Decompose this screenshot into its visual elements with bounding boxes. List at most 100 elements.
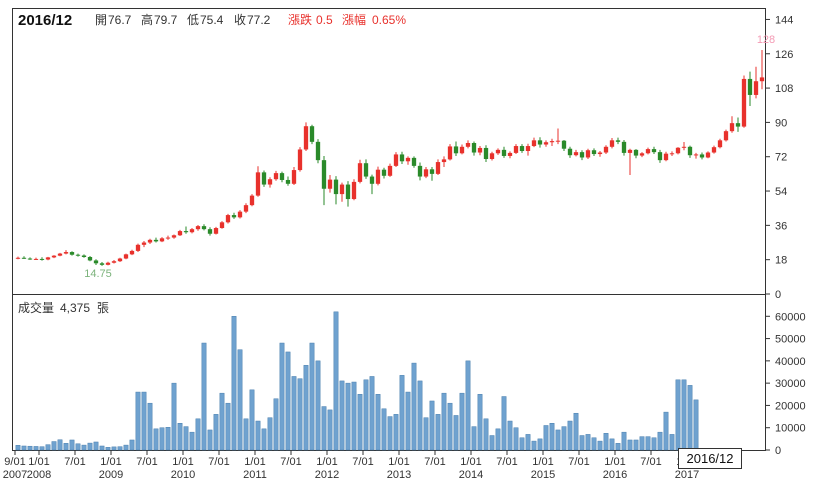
candle-body (39, 258, 45, 260)
x-tick-label: 7/01 (136, 456, 157, 468)
volume-bar (501, 396, 507, 451)
candle-body (75, 254, 81, 256)
candle-body (219, 222, 225, 229)
candle-body (615, 140, 621, 142)
volume-bar (309, 342, 315, 451)
volume-bar (141, 391, 147, 451)
volume-bar (105, 447, 111, 451)
volume-bar (201, 342, 207, 451)
pct-value: 0.65% (372, 13, 406, 27)
volume-bar (585, 434, 591, 451)
change-label: 漲跌 (288, 12, 312, 27)
volume-bar (411, 362, 417, 451)
candle-body (261, 172, 267, 185)
candle-body (519, 146, 525, 151)
volume-bar (525, 434, 531, 451)
volume-bar (333, 311, 339, 451)
candle-body (375, 169, 381, 184)
volume-bar (483, 418, 489, 451)
pct-label: 漲幅 (342, 12, 366, 27)
candle-body (399, 154, 405, 162)
volume-bar (327, 409, 333, 451)
volume-unit: 張 (97, 301, 109, 315)
candle-body (171, 235, 177, 238)
candle-body (753, 81, 759, 95)
candle-body (489, 153, 495, 160)
close-label: 收 (234, 13, 246, 27)
x-tick-label: 7/01 (568, 456, 589, 468)
volume-bar (27, 445, 33, 451)
candle-body (333, 179, 339, 195)
volume-bar (471, 426, 477, 451)
candle-body (705, 152, 711, 158)
volume-bar (435, 414, 441, 451)
volume-bar (15, 445, 21, 451)
candle-body (225, 215, 231, 223)
candle-body (243, 205, 249, 212)
candle-body (729, 123, 735, 132)
candle-body (93, 260, 99, 264)
volume-y-axis: 60000 50000 40000 30000 20000 10000 0 (765, 311, 806, 457)
volume-bar (429, 400, 435, 451)
volume-tick-label: 50000 (775, 334, 806, 346)
candle-body (177, 231, 183, 236)
x-tick-label: 7/01 (424, 456, 445, 468)
candle-body (105, 262, 111, 265)
price-tick-label: 0 (775, 289, 781, 301)
high-annotation: 128 (757, 34, 775, 46)
volume-tick-label: 30000 (775, 378, 806, 390)
price-tick-label: 90 (775, 117, 787, 129)
volume-bar (267, 417, 273, 451)
candle-body (759, 77, 765, 82)
volume-bar (603, 433, 609, 451)
candle-body (57, 253, 63, 256)
price-tick-label: 18 (775, 255, 787, 267)
candle-body (381, 169, 387, 176)
candle-body (477, 147, 483, 153)
volume-bar (627, 439, 633, 451)
candle-body (123, 254, 129, 259)
candle-body (201, 226, 207, 230)
candle-body (417, 165, 423, 177)
candle-body (585, 150, 591, 158)
candle-body (315, 141, 321, 161)
volume-bar (315, 360, 321, 451)
volume-bar (321, 406, 327, 451)
volume-bar (645, 436, 651, 451)
volume-bar (99, 445, 105, 451)
candle-body (351, 181, 357, 200)
x-year-label: 2010 (171, 469, 195, 481)
candle-body (291, 170, 297, 184)
volume-bar (81, 444, 87, 451)
candle-body (555, 140, 561, 142)
volume-bar (111, 446, 117, 451)
price-tick-label: 144 (775, 14, 793, 26)
x-tick-label: 7/01 (280, 456, 301, 468)
volume-bar (273, 398, 279, 451)
x-tick-label: 1/01 (532, 456, 553, 468)
candle-body (735, 123, 741, 127)
volume-bar (615, 443, 621, 451)
volume-bar (171, 382, 177, 451)
volume-bar (375, 394, 381, 451)
candle-body (345, 184, 351, 200)
candle-body (279, 173, 285, 180)
candle-body (549, 141, 555, 143)
candle-body (675, 147, 681, 154)
high-label: 高 (141, 12, 153, 27)
volume-tick-label: 40000 (775, 356, 806, 368)
x-axis: 9/01 1/01 7/01 1/01 7/01 1/01 7/01 1/01 7/01 1/01… (3, 450, 734, 481)
volume-bar (663, 411, 669, 451)
candle-body (231, 215, 237, 218)
volume-bar (591, 437, 597, 451)
volume-bar (423, 417, 429, 451)
candle-body (63, 252, 69, 254)
volume-bar (51, 441, 57, 451)
candle-body (159, 238, 165, 242)
change-value: 0.5 (316, 13, 333, 27)
candle-body (195, 226, 201, 230)
candle-body (699, 154, 705, 158)
candle-body (717, 140, 723, 148)
volume-bar (159, 427, 165, 451)
